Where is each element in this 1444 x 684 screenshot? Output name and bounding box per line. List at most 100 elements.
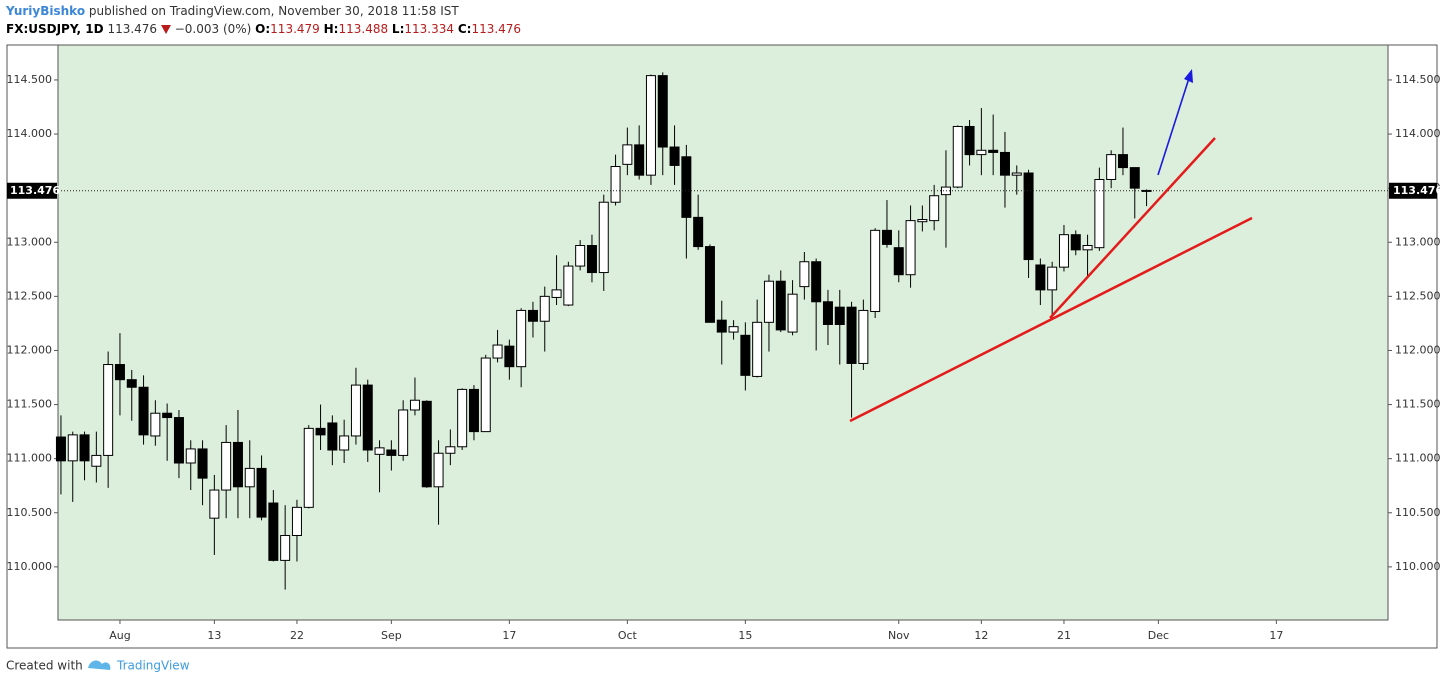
candle-body	[421, 400, 432, 488]
quote-line: FX:USDJPY, 1D 113.476 −0.003 (0%) O:113.…	[6, 22, 521, 36]
candle-body	[563, 265, 574, 306]
candle-body	[468, 388, 479, 433]
x-tick-label: Aug	[109, 629, 130, 642]
y-tick-label: 114.000	[7, 127, 53, 140]
candle-body	[575, 245, 586, 267]
price-label: 113.476	[10, 184, 60, 197]
candle-body	[1082, 245, 1093, 251]
y-tick-label: 112.500	[7, 289, 53, 302]
candle-body	[763, 280, 774, 323]
candle-body	[834, 306, 845, 325]
y-tick-label: 114.000	[1395, 127, 1441, 140]
candle-body	[350, 384, 361, 437]
candle-body	[752, 321, 763, 377]
y-tick-label: 112.000	[1395, 343, 1441, 356]
candle-body	[598, 201, 609, 274]
candle-body	[398, 409, 409, 456]
x-tick-label: Sep	[381, 629, 402, 642]
candle-body	[917, 219, 928, 223]
candle-body	[1058, 234, 1069, 268]
y-tick-label: 114.500	[7, 73, 53, 86]
candle-body	[811, 261, 822, 303]
candle-body	[315, 427, 326, 436]
o-label: O:	[255, 22, 271, 36]
candle-body	[905, 220, 916, 276]
c-value: 113.476	[471, 22, 522, 36]
x-tick-label: 21	[1057, 629, 1071, 642]
candle-body	[516, 309, 527, 368]
candle-body	[858, 309, 869, 364]
candle-body	[150, 412, 161, 437]
candle-body	[1047, 266, 1058, 291]
change: −0.003 (0%)	[174, 22, 252, 36]
candle-body	[173, 417, 184, 464]
price-label-box	[7, 182, 57, 199]
candle-body	[103, 364, 114, 456]
candle-body	[846, 306, 857, 364]
candle-body	[704, 246, 715, 323]
candle-body	[457, 388, 468, 448]
down-icon	[160, 25, 171, 34]
candle-body	[244, 467, 255, 488]
candle-body	[1035, 264, 1046, 291]
candle-body	[610, 166, 621, 203]
candle-body	[1094, 178, 1105, 249]
logo	[88, 660, 111, 670]
candle-body	[409, 399, 420, 411]
y-tick-label: 113.500	[1395, 181, 1441, 194]
y-tick-label: 112.500	[1395, 289, 1441, 302]
candle-body	[362, 384, 373, 451]
candle-body	[940, 186, 951, 196]
candle-body	[964, 125, 975, 156]
candle-body	[681, 156, 692, 218]
h-label: H:	[323, 22, 339, 36]
l-value: 113.334	[404, 22, 454, 36]
candle-body	[976, 149, 987, 156]
candle-body	[91, 454, 102, 467]
y-tick-label: 113.000	[1395, 235, 1441, 248]
plot-area	[57, 44, 1389, 621]
candle-body	[268, 502, 279, 561]
last-price: 113.476	[107, 22, 158, 36]
candle-body	[55, 436, 66, 462]
x-tick-label: 13	[207, 629, 221, 642]
o-value: 113.479	[270, 22, 320, 36]
candle-body	[339, 435, 350, 451]
candle-body	[280, 534, 291, 561]
footer-brand[interactable]: TradingView	[116, 659, 190, 673]
candle-body	[657, 75, 668, 148]
candle-body	[551, 289, 562, 298]
trend-line	[849, 216, 1253, 423]
candle-body	[162, 412, 173, 419]
candle-body	[716, 319, 727, 333]
y-tick-label: 111.000	[1395, 452, 1441, 465]
candle-body	[881, 229, 892, 245]
symbol: FX:USDJPY, 1D	[6, 22, 104, 36]
candle-body	[952, 125, 963, 188]
candle-body	[232, 441, 243, 488]
candle-body	[999, 151, 1010, 176]
candle-body	[586, 245, 597, 274]
candle-body	[433, 452, 444, 488]
l-label: L:	[391, 22, 405, 36]
y-tick-label: 113.500	[7, 181, 53, 194]
candle-body	[374, 447, 385, 455]
candle-body	[492, 344, 503, 359]
y-tick-label: 114.500	[1395, 73, 1441, 86]
publish-line: YuriyBishko published on TradingView.com…	[6, 4, 459, 18]
candle-body	[79, 434, 90, 462]
candle-body	[539, 295, 550, 322]
candle-body	[929, 195, 940, 222]
x-tick-label: Nov	[888, 629, 910, 642]
candle-body	[1117, 154, 1128, 169]
candle-body	[1011, 172, 1022, 176]
candle-body	[822, 301, 833, 325]
candle-body	[740, 334, 751, 376]
candle-body	[209, 489, 220, 519]
arrow-head	[1184, 69, 1193, 83]
author[interactable]: YuriyBishko	[6, 4, 86, 18]
candle-body	[185, 448, 196, 464]
y-tick-label: 113.000	[7, 235, 53, 248]
candle-body	[988, 149, 999, 153]
